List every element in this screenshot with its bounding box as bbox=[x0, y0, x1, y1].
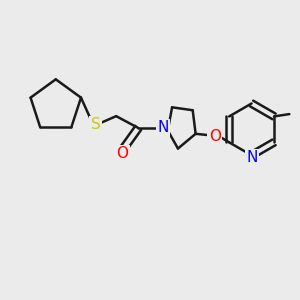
Text: N: N bbox=[158, 120, 169, 135]
Text: O: O bbox=[116, 146, 128, 161]
Text: S: S bbox=[91, 118, 100, 133]
Text: O: O bbox=[209, 129, 221, 144]
Text: N: N bbox=[247, 150, 258, 165]
